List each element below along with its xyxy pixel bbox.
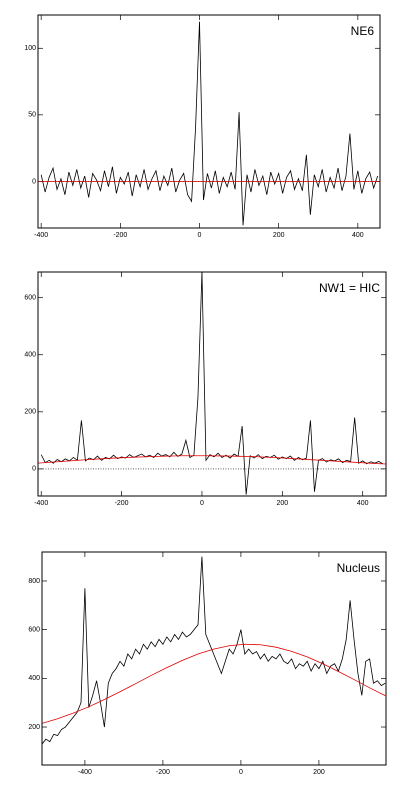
plot-area	[38, 21, 380, 226]
y-tick-label: 0	[32, 178, 36, 185]
x-tick-label: 0	[198, 232, 202, 239]
x-tick-label: 200	[273, 232, 285, 239]
y-tick-label: 600	[28, 626, 40, 633]
x-tick-label: -400	[78, 769, 92, 776]
x-tick-label: 200	[276, 500, 288, 507]
y-tick-label: 400	[28, 675, 40, 682]
x-tick-label: -400	[34, 500, 48, 507]
y-tick-label: 600	[24, 295, 36, 302]
x-tick-label: 0	[239, 769, 243, 776]
y-tick-label: 200	[28, 724, 40, 731]
x-tick-label: 400	[352, 232, 364, 239]
x-tick-label: -400	[34, 232, 48, 239]
plot-frame	[37, 14, 381, 229]
panel: -400 -200 0 200 200 400 600 800 Nucleus	[28, 551, 387, 776]
x-tick-label: 0	[200, 500, 204, 507]
panel: -400 -200 0 200 400 0 200 400 600 NW1 = HIC	[24, 271, 387, 507]
data-line	[42, 643, 386, 724]
panel-title: NW1 = HIC	[319, 281, 380, 295]
plot-area	[38, 272, 386, 495]
y-tick-label: 400	[24, 352, 36, 359]
y-tick-label: 200	[24, 409, 36, 416]
plot-area	[42, 556, 386, 745]
y-tick-label: 100	[24, 45, 36, 52]
data-line	[38, 455, 386, 465]
x-tick-label: -200	[113, 232, 127, 239]
data-line	[40, 21, 379, 226]
x-tick-label: -200	[156, 769, 170, 776]
panel-title: NE6	[351, 24, 375, 38]
plot-frame	[37, 271, 387, 497]
y-tick-label: 0	[32, 466, 36, 473]
x-tick-label: 400	[357, 500, 369, 507]
panel-title: Nucleus	[337, 561, 380, 575]
panel: -400 -200 0 200 400 0 50 100 NE6	[24, 14, 381, 239]
y-tick-label: 800	[28, 578, 40, 585]
data-line	[42, 556, 386, 745]
plot-frame	[41, 551, 387, 766]
y-tick-label: 50	[28, 112, 36, 119]
x-tick-label: 200	[313, 769, 325, 776]
x-tick-label: -200	[115, 500, 129, 507]
